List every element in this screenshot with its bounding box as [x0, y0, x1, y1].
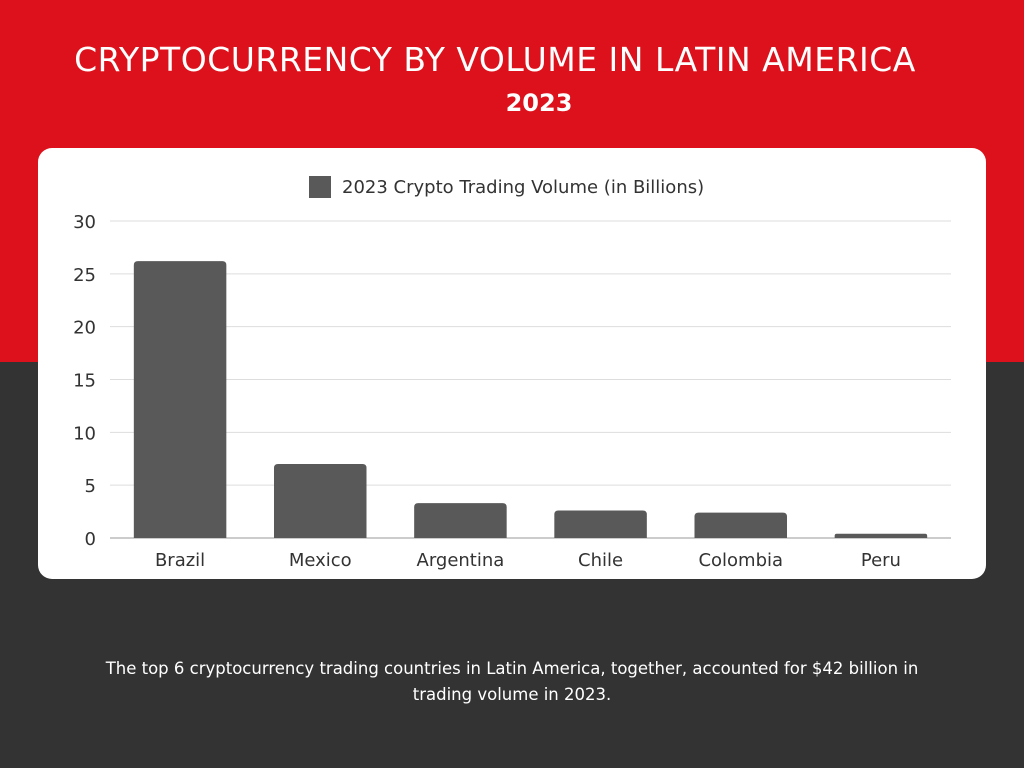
x-axis-labels: Brazil Mexico Argentina Chile Colombia Peru — [155, 550, 901, 571]
bar-chart: 0 5 10 15 20 25 30 Brazil Mexico Argentina Chile C… — [73, 176, 951, 571]
bar-peru — [834, 533, 928, 538]
x-tick-label: Mexico — [289, 550, 352, 571]
x-tick-label: Argentina — [417, 550, 505, 571]
page-title: CRYPTOCURRENCY BY VOLUME IN LATIN AMERIC… — [74, 40, 916, 79]
x-tick-label: Colombia — [698, 550, 783, 571]
y-tick-label: 30 — [73, 212, 96, 233]
legend-swatch — [309, 176, 331, 198]
y-tick-label: 0 — [85, 529, 96, 550]
y-tick-label: 25 — [73, 265, 96, 286]
bar-mexico — [273, 464, 367, 538]
x-tick-label: Chile — [578, 550, 623, 571]
legend: 2023 Crypto Trading Volume (in Billions) — [309, 176, 704, 198]
page-subtitle: 2023 — [505, 89, 573, 117]
legend-label: 2023 Crypto Trading Volume (in Billions) — [342, 177, 704, 198]
bars — [133, 261, 928, 538]
y-tick-label: 20 — [73, 318, 96, 339]
y-tick-label: 10 — [73, 423, 96, 444]
gridlines — [110, 220, 951, 539]
y-tick-label: 5 — [85, 476, 96, 497]
y-tick-label: 15 — [73, 371, 96, 392]
bar-chile — [554, 510, 647, 538]
x-tick-label: Peru — [861, 550, 901, 571]
bar-colombia — [694, 512, 788, 538]
bar-argentina — [414, 503, 507, 538]
chart-card: 0 5 10 15 20 25 30 Brazil Mexico Argentina Chile C… — [38, 148, 986, 579]
y-axis-ticks: 0 5 10 15 20 25 30 — [73, 212, 96, 550]
footer-caption: The top 6 cryptocurrency trading countri… — [105, 659, 919, 704]
bar-brazil — [133, 261, 227, 538]
x-tick-label: Brazil — [155, 550, 205, 571]
